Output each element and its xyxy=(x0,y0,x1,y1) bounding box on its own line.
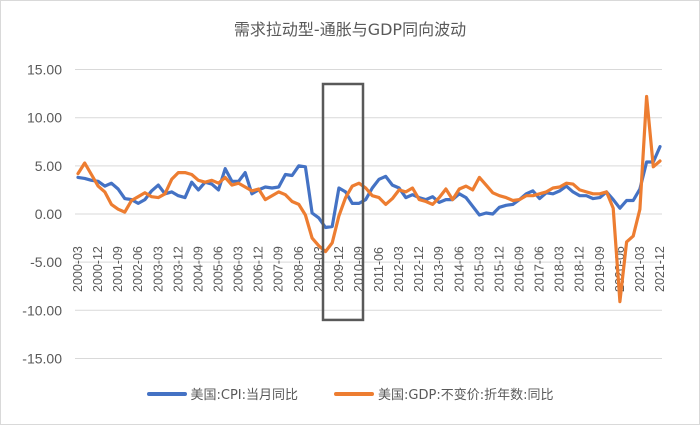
series-line-gdp xyxy=(76,94,662,304)
x-tick-label: 2018-12 xyxy=(573,246,587,292)
x-tick-label: 2006-03 xyxy=(232,246,246,292)
series-lines xyxy=(76,94,662,304)
legend-label-gdp: 美国:GDP:不变价:折年数:同比 xyxy=(378,388,554,403)
x-tick-label: 2008-06 xyxy=(292,246,306,292)
x-tick-label: 2003-03 xyxy=(151,246,165,292)
x-tick-label: 2015-03 xyxy=(472,246,486,292)
x-tick-label: 2003-12 xyxy=(171,246,185,292)
x-tick-label: 2016-09 xyxy=(513,246,527,292)
x-tick-label: 2007-09 xyxy=(272,246,286,292)
x-tick-label: 2018-03 xyxy=(553,246,567,292)
highlight-box xyxy=(321,82,365,322)
x-axis-ticks: 2000-03 2000-12 2001-09 2002-06 2003-03 2003-… xyxy=(71,246,667,292)
x-tick-label: 2012-12 xyxy=(412,246,426,292)
legend-swatch-cpi xyxy=(146,391,187,396)
x-tick-label: 2013-09 xyxy=(432,246,446,292)
x-tick-label: 2006-12 xyxy=(252,246,266,292)
y-tick-label: 15.00 xyxy=(27,62,62,78)
series-line-cpi xyxy=(76,145,662,230)
legend-item-gdp: 美国:GDP:不变价:折年数:同比 xyxy=(334,384,553,403)
x-tick-label: 2000-03 xyxy=(71,246,85,292)
x-tick-label: 2011-06 xyxy=(372,247,386,292)
y-tick-label: 0.00 xyxy=(35,206,62,222)
x-tick-label: 2012-03 xyxy=(392,246,406,292)
gridlines xyxy=(75,69,662,359)
y-tick-label: 5.00 xyxy=(35,158,62,174)
x-tick-label: 2005-06 xyxy=(211,246,225,292)
x-tick-label: 2014-06 xyxy=(452,246,466,292)
x-tick-label: 2015-12 xyxy=(492,246,506,292)
y-tick-label: -15.00 xyxy=(22,350,62,366)
x-tick-label: 2000-12 xyxy=(91,246,105,292)
legend-label-cpi: 美国:CPI:当月同比 xyxy=(190,388,299,403)
x-tick-label: 2021-12 xyxy=(653,246,667,292)
y-tick-label: -10.00 xyxy=(22,302,62,318)
chart-title: 需求拉动型-通胀与GDP同向波动 xyxy=(233,20,467,39)
x-tick-label: 2004-09 xyxy=(191,246,205,292)
x-tick-label: 2019-09 xyxy=(593,246,607,292)
x-tick-label: 2001-09 xyxy=(111,246,125,292)
legend-swatch-gdp xyxy=(334,391,375,396)
y-axis-ticks: 15.00 10.00 5.00 0.00 -5.00 -10.00 -15.00 xyxy=(22,62,62,367)
x-tick-label: 2002-06 xyxy=(131,246,145,292)
y-tick-label: -5.00 xyxy=(30,254,62,270)
x-tick-label: 2021-03 xyxy=(633,246,647,292)
legend-item-cpi: 美国:CPI:当月同比 xyxy=(146,384,299,403)
x-tick-label: 2017-06 xyxy=(533,246,547,292)
x-tick-label: 2009-12 xyxy=(332,246,346,292)
y-tick-label: 10.00 xyxy=(27,110,62,126)
legend: 美国:CPI:当月同比 美国:GDP:不变价:折年数:同比 xyxy=(0,384,700,403)
